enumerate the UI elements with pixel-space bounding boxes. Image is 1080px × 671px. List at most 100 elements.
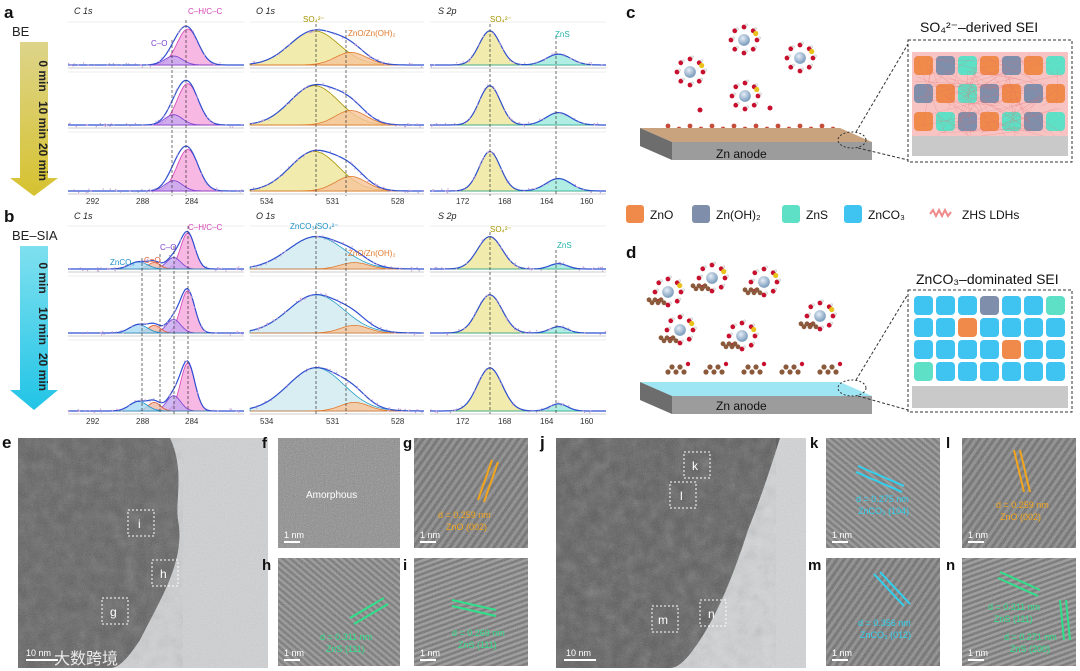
surface-o [710, 124, 715, 129]
data-point [383, 187, 384, 188]
carbon [719, 369, 724, 374]
data-point [129, 190, 130, 191]
zn-anode-top-d [640, 382, 872, 396]
data-point [552, 54, 553, 55]
data-point [561, 405, 562, 406]
data-point [528, 188, 529, 189]
data-point [367, 112, 368, 113]
data-point [528, 122, 529, 123]
zn-ion [739, 90, 751, 102]
data-point [89, 410, 90, 411]
data-point [180, 239, 181, 240]
data-point [532, 410, 533, 411]
data-point [422, 191, 423, 192]
data-point [135, 63, 136, 64]
tick: 288 [136, 417, 150, 426]
scale-text-h: 1 nm [284, 648, 304, 658]
data-point [175, 309, 176, 310]
data-point [421, 66, 422, 67]
zn-ion [662, 286, 674, 298]
water-h [746, 80, 748, 82]
data-point [341, 301, 342, 302]
tick: 168 [498, 417, 512, 426]
data-point [141, 189, 142, 190]
carbon [741, 369, 746, 374]
sei-block [958, 296, 977, 315]
data-point [242, 333, 243, 334]
carbon [703, 369, 708, 374]
data-point [96, 126, 97, 127]
tick: 172 [456, 197, 470, 206]
data-point [155, 121, 156, 122]
data-point [470, 58, 471, 59]
data-point [455, 410, 456, 411]
data-point [173, 95, 174, 96]
label-zns-a: ZnS [555, 30, 570, 39]
box-label-k: k [692, 459, 699, 473]
data-point [563, 55, 564, 56]
data-point [414, 334, 415, 335]
data-point [317, 149, 318, 150]
water-h [682, 289, 684, 291]
data-point [363, 394, 364, 395]
tem-text-g-plane: ZnO (002) [446, 522, 487, 532]
data-point [474, 390, 475, 391]
sulfur [721, 269, 726, 274]
data-point [508, 116, 509, 117]
oxygen [762, 362, 766, 366]
data-point [102, 331, 103, 332]
data-point [398, 408, 399, 409]
data-point [524, 190, 525, 191]
sei-block [980, 296, 999, 315]
data-point [343, 243, 344, 244]
data-point [312, 151, 313, 152]
data-point [116, 65, 117, 66]
anode-label-d: Zn anode [716, 399, 767, 413]
data-point [528, 331, 529, 332]
data-point [357, 386, 358, 387]
data-point [579, 269, 580, 270]
data-point [140, 260, 141, 261]
data-point [437, 412, 438, 413]
data-point [464, 123, 465, 124]
data-point [160, 401, 161, 402]
data-point [532, 124, 533, 125]
data-point [545, 58, 546, 59]
data-point [163, 325, 164, 326]
data-point [217, 267, 218, 268]
tick: 531 [326, 417, 340, 426]
water-h [737, 102, 739, 104]
data-point [469, 118, 470, 119]
data-point [322, 236, 323, 237]
data-point [432, 268, 433, 269]
tick: 284 [185, 197, 199, 206]
legend-znco3: ZnCO₃ [868, 208, 905, 222]
panel-label-d: d [626, 243, 636, 262]
data-point [583, 267, 584, 268]
data-point [353, 99, 354, 100]
tick: 292 [86, 197, 100, 206]
data-point [188, 148, 189, 149]
row-b-time-0: 0 min [36, 262, 50, 293]
carbon [753, 364, 758, 369]
data-point [306, 371, 307, 372]
water-h [679, 280, 681, 282]
water-h [745, 50, 747, 52]
data-point [389, 407, 390, 408]
water-h [700, 275, 702, 277]
data-point [285, 311, 286, 312]
data-point [405, 191, 406, 192]
zn-ion [794, 52, 806, 64]
data-point [605, 331, 606, 332]
envelope [430, 368, 606, 411]
data-point [354, 168, 355, 169]
data-point [597, 125, 598, 126]
data-point [318, 366, 319, 367]
data-point [196, 97, 197, 98]
water-h [734, 324, 736, 326]
zn-ion [738, 34, 750, 46]
data-point [469, 324, 470, 325]
data-point [161, 57, 162, 58]
row-b-name: BE–SIA [12, 228, 58, 243]
data-point [296, 159, 297, 160]
